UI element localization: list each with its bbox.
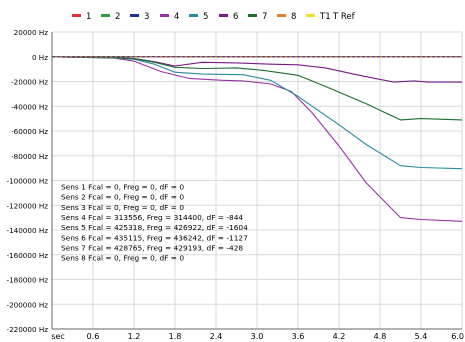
- legend-swatch-3: [130, 14, 139, 17]
- y-tick-label: -20000 Hz: [11, 78, 48, 87]
- legend-swatch-2: [101, 14, 110, 17]
- sensor-annotation: Sens 1 Fcal = 0, Freg = 0, dF = 0: [61, 183, 184, 192]
- grid-lines: [52, 31, 463, 330]
- y-tick-label: 20000 Hz: [14, 28, 49, 37]
- x-tick-label: 6.0: [451, 332, 464, 341]
- sensor-annotation: Sens 8 Fcal = 0, Freg = 0, dF = 0: [61, 254, 184, 263]
- legend-label-2: 2: [115, 12, 120, 22]
- legend-swatch-6: [219, 14, 228, 17]
- y-tick-label: -40000 Hz: [11, 102, 48, 111]
- x-tick-label: 0.6: [87, 332, 100, 341]
- legend-label-6: 6: [233, 12, 238, 22]
- y-tick-label: -80000 Hz: [11, 152, 48, 161]
- y-tick-label: -160000 Hz: [7, 251, 49, 260]
- legend-label-1: 1: [86, 12, 91, 22]
- sensor-annotation: Sens 4 Fcal = 313556, Freg = 314400, dF …: [61, 213, 243, 222]
- x-tick-label: 4.2: [333, 332, 346, 341]
- legend-swatch-1: [72, 14, 81, 17]
- x-axis-label: sec: [51, 332, 65, 341]
- x-tick-label: 3.6: [292, 332, 305, 341]
- series-line-5: [51, 56, 463, 170]
- series-line-4: [51, 56, 463, 222]
- y-tick-label: -100000 Hz: [7, 177, 49, 186]
- legend-label-4: 4: [174, 12, 179, 22]
- x-tick-label: 5.4: [415, 332, 428, 341]
- series-lines: [51, 56, 463, 222]
- sensor-annotation: Sens 5 Fcal = 425318, Freg = 426922, dF …: [61, 223, 248, 232]
- sensor-annotation: Sens 3 Fcal = 0, Freg = 0, dF = 0: [61, 203, 184, 212]
- legend-label-5: 5: [203, 12, 208, 22]
- legend-swatch-7: [248, 14, 257, 17]
- series-line-7: [51, 56, 463, 121]
- legend: 1 2 3 4 5 6 7 8 T1 T Ref: [72, 12, 356, 22]
- legend-label-8: 8: [291, 12, 296, 22]
- tick-labels: 20000 Hz 0 Hz -20000 Hz -40000 Hz -60000 Hz -…: [7, 28, 465, 341]
- sensor-annotation: Sens 7 Fcal = 428765, Freg = 429193, dF …: [61, 243, 243, 252]
- y-tick-label: -60000 Hz: [11, 127, 48, 136]
- x-tick-label: 3.0: [251, 332, 264, 341]
- legend-swatch-t1: [306, 14, 315, 17]
- sensor-annotation: Sens 2 Fcal = 0, Freg = 0, dF = 0: [61, 193, 184, 202]
- legend-swatch-4: [160, 14, 169, 17]
- axes: [51, 32, 462, 330]
- y-tick-label: -180000 Hz: [7, 276, 49, 285]
- x-tick-label: 2.4: [210, 332, 223, 341]
- y-tick-label: 0 Hz: [32, 53, 48, 62]
- legend-label-7: 7: [262, 12, 267, 22]
- x-tick-label: 1.2: [128, 332, 141, 341]
- x-tick-label: 4.8: [374, 332, 387, 341]
- y-tick-label: -120000 Hz: [7, 201, 49, 210]
- legend-label-t-ref: T Ref: [332, 12, 356, 22]
- legend-label-3: 3: [144, 12, 149, 22]
- legend-label-t1: T1: [319, 12, 331, 22]
- x-tick-label: 1.8: [169, 332, 182, 341]
- y-tick-label: -140000 Hz: [7, 226, 49, 235]
- legend-swatch-5: [189, 14, 198, 17]
- legend-swatch-8: [277, 14, 286, 17]
- y-tick-label: -220000 Hz: [7, 325, 49, 334]
- y-tick-label: -200000 Hz: [7, 300, 49, 309]
- sensor-annotation: Sens 6 Fcal = 435115, Freg = 436242, dF …: [61, 233, 248, 242]
